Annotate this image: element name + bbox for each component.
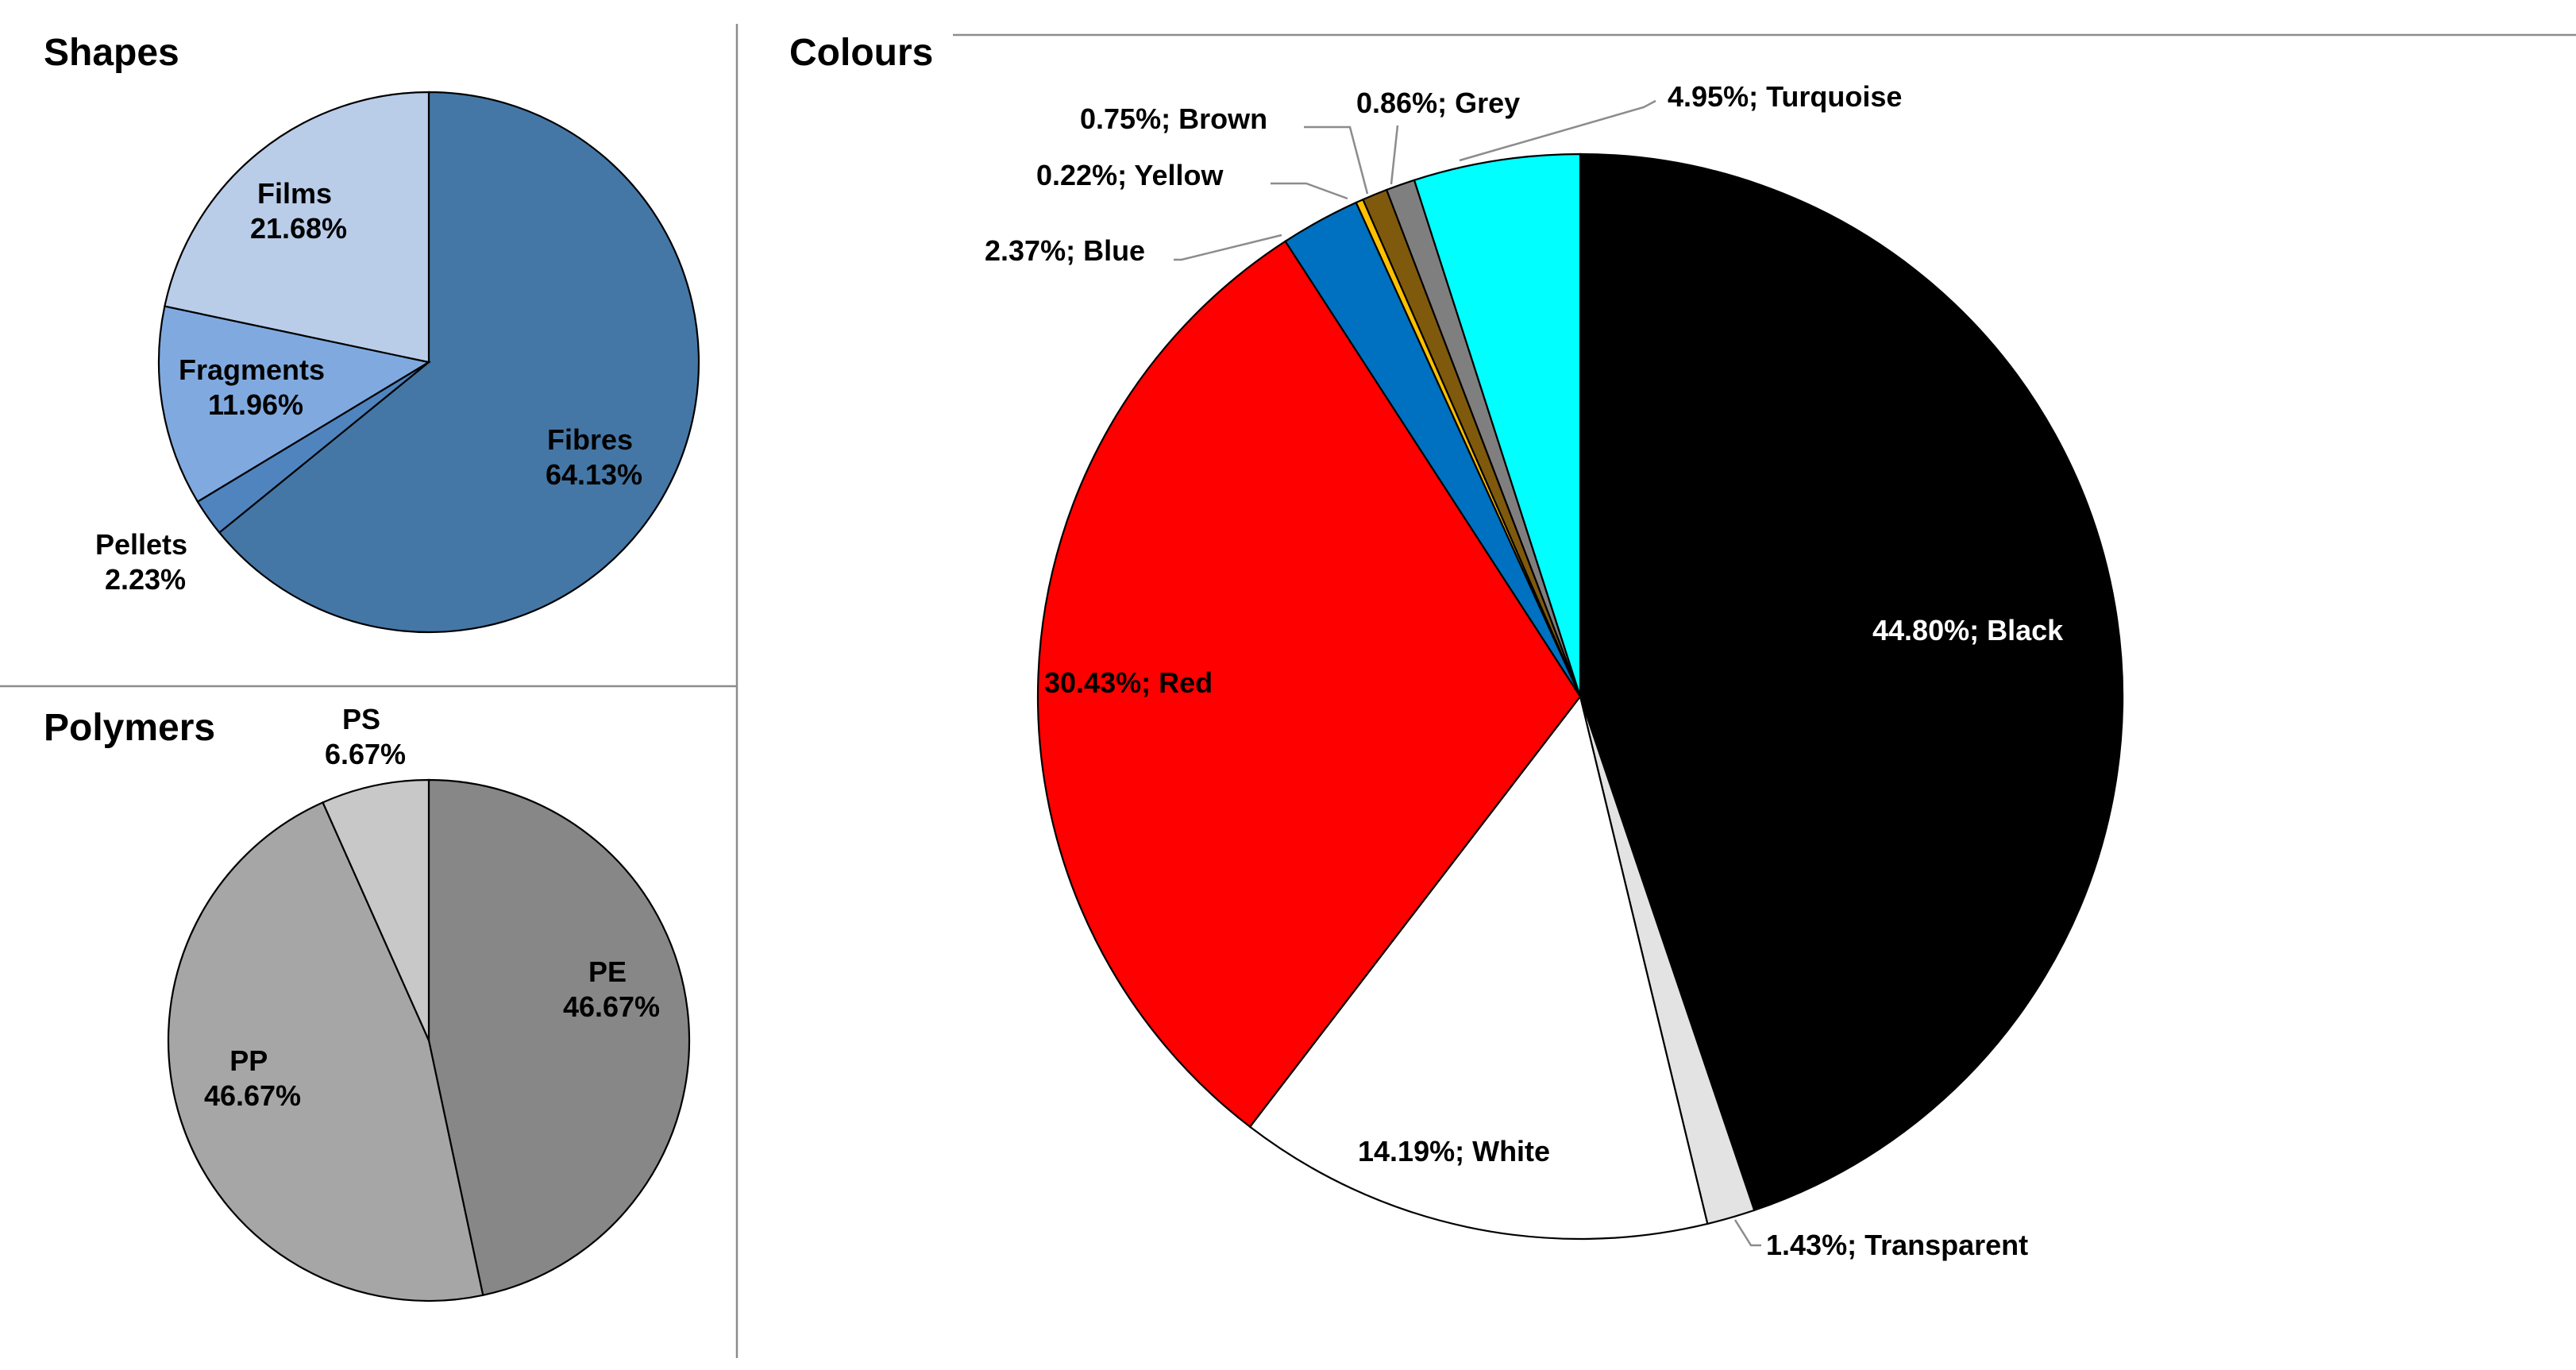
shapes-label-films: Films 21.68% xyxy=(250,177,347,245)
polymers-pie: PE 46.67% PP 46.67% PS 6.67% xyxy=(167,703,691,1302)
shapes-label-fragments: Fragments 11.96% xyxy=(179,353,333,421)
colours-slice-white xyxy=(1248,694,1709,1241)
shapes-title: Shapes xyxy=(44,32,179,74)
shapes-slice-fibres xyxy=(218,91,700,634)
colours-label-blue: 2.37%; Blue xyxy=(985,234,1145,267)
colours-pie: 44.80%; Black 1.43%; Transparent 14.19%;… xyxy=(985,80,2124,1261)
colours-slices xyxy=(1036,152,2124,1241)
polymers-title: Polymers xyxy=(44,707,215,749)
colours-slice-turquoise xyxy=(1413,152,1582,697)
shapes-label-fibres: Fibres 64.13% xyxy=(546,423,642,491)
leader-blue xyxy=(1174,233,1282,261)
colours-label-brown: 0.75%; Brown xyxy=(1080,102,1267,135)
polymers-slices xyxy=(167,778,691,1302)
polymers-slice-pp xyxy=(167,801,484,1302)
polymers-slice-ps xyxy=(322,778,430,1041)
shapes-labels: Fibres 64.13% Pellets 2.23% Fragments 11… xyxy=(95,177,642,596)
colours-title: Colours xyxy=(789,32,933,74)
colours-label-yellow: 0.22%; Yellow xyxy=(1036,159,1224,191)
shapes-slice-fragments xyxy=(157,305,431,504)
colours-slice-black xyxy=(1579,152,2124,1212)
polymers-label-pp: PP 46.67% xyxy=(204,1044,301,1112)
polymers-label-pe: PE 46.67% xyxy=(563,955,660,1023)
shapes-label-pellets: Pellets 2.23% xyxy=(95,528,195,596)
shapes-slice-films xyxy=(164,91,430,364)
colours-label-turquoise: 4.95%; Turquoise xyxy=(1668,80,1902,113)
leader-yellow xyxy=(1271,182,1348,200)
colours-label-red: 30.43%; Red xyxy=(1044,666,1213,699)
polymers-slice-pe xyxy=(427,778,691,1297)
leader-brown xyxy=(1304,125,1369,195)
colours-label-black: 44.80%; Black xyxy=(1872,614,2064,646)
colours-leaders xyxy=(1174,99,1761,1247)
colours-label-white: 14.19%; White xyxy=(1358,1135,1550,1167)
shapes-pie: Fibres 64.13% Pellets 2.23% Fragments 11… xyxy=(95,91,700,634)
shapes-slices xyxy=(157,91,700,634)
leader-grey xyxy=(1390,125,1399,185)
colours-label-transparent: 1.43%; Transparent xyxy=(1766,1229,2028,1261)
polymers-label-ps: PS 6.67% xyxy=(325,703,406,770)
colours-labels: 44.80%; Black 1.43%; Transparent 14.19%;… xyxy=(985,80,2064,1261)
leader-turquoise xyxy=(1459,99,1656,162)
leader-transparent xyxy=(1733,1219,1761,1247)
polymers-labels: PE 46.67% PP 46.67% PS 6.67% xyxy=(204,703,660,1112)
colours-slice-red xyxy=(1036,240,1582,1129)
colours-label-grey: 0.86%; Grey xyxy=(1356,87,1520,119)
